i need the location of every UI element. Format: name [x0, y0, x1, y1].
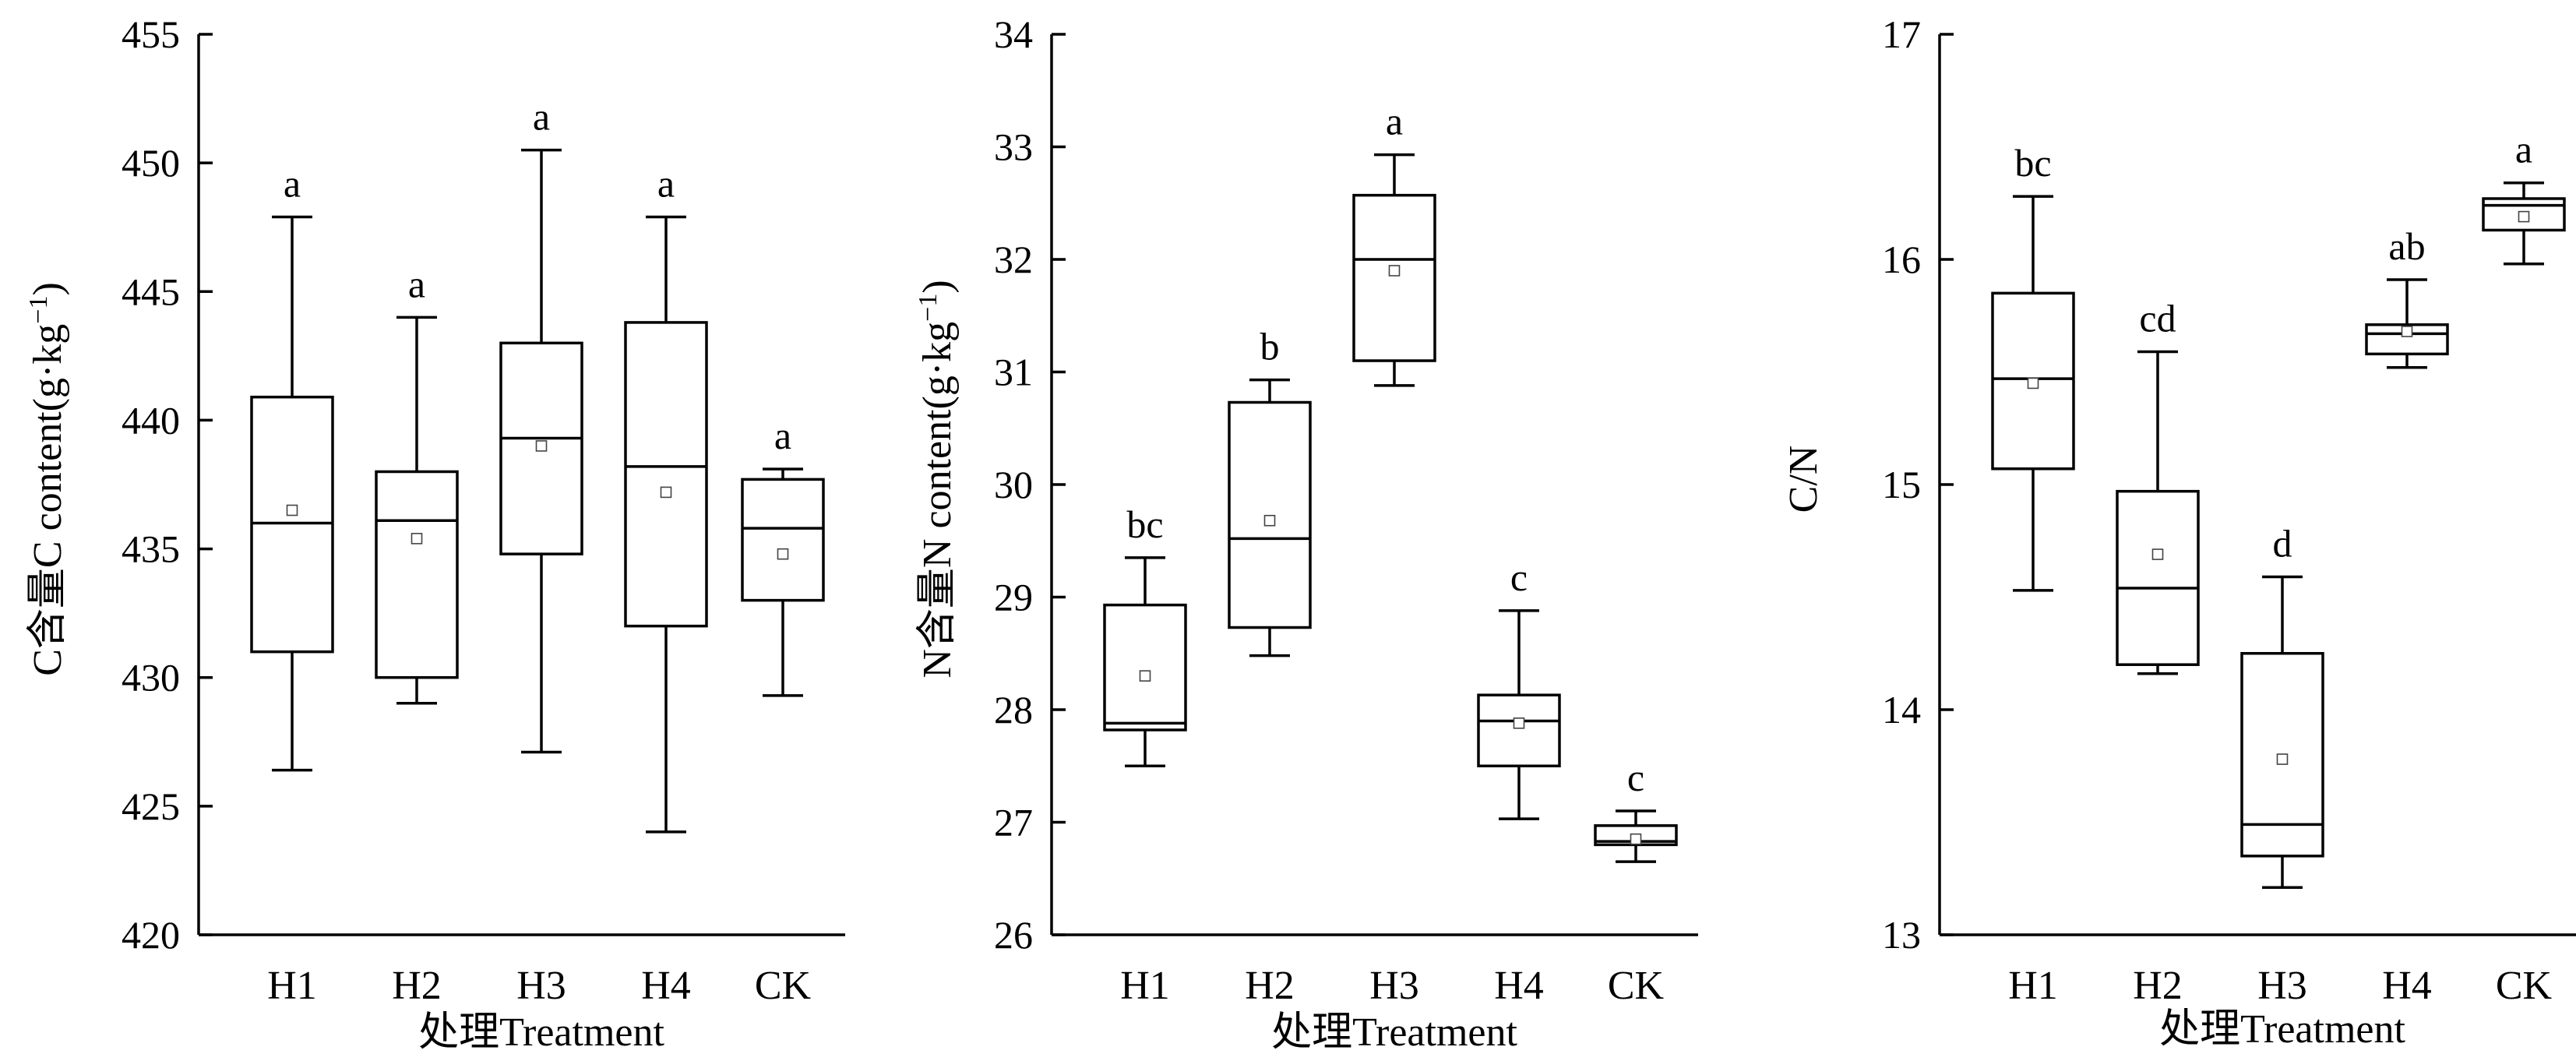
box-H4: ab — [2365, 224, 2449, 369]
y-tick-label: 33 — [994, 125, 1033, 169]
mean-marker — [411, 533, 423, 545]
panel-2: 26 27 28 29 30 31 32 33 34 bc H1 b H2 a H3 c H4 c CK 处理Trea… — [914, 12, 1698, 1055]
mean-marker — [2401, 326, 2413, 337]
box-H1: bc — [1991, 141, 2075, 592]
significance-letter: b — [1260, 325, 1280, 368]
box-H1: a — [250, 162, 334, 772]
category-label: H4 — [2382, 964, 2432, 1008]
y-tick-label: 30 — [994, 463, 1033, 506]
y-tick-label: 450 — [122, 141, 180, 185]
mean-marker — [1388, 265, 1401, 277]
y-tick-label: 29 — [994, 576, 1033, 619]
category-label: H1 — [1120, 964, 1170, 1008]
box-H1: bc — [1103, 502, 1187, 767]
category-label: H3 — [1369, 964, 1419, 1008]
box-H3: d — [2240, 521, 2324, 890]
iqr-box — [741, 478, 825, 602]
box-CK: a — [2482, 128, 2566, 266]
box-CK: c — [1594, 756, 1678, 863]
y-tick-label: 430 — [122, 656, 180, 700]
significance-letter: a — [1386, 100, 1403, 143]
significance-letter: a — [657, 162, 675, 206]
significance-letter: c — [1510, 555, 1528, 599]
panel-3: 13 14 15 16 17 bc H1 cd H2 d H3 ab H4 a CK 处理Treatment C… — [1781, 12, 2576, 1052]
y-tick-label: 32 — [994, 238, 1033, 281]
y-axis-label: C/N — [1781, 446, 1826, 513]
y-tick-label: 425 — [122, 784, 180, 828]
category-label: CK — [1608, 964, 1665, 1008]
box-H3: a — [1352, 100, 1436, 387]
mean-marker — [1263, 514, 1276, 527]
category-label: H3 — [2257, 964, 2307, 1008]
iqr-box — [1352, 193, 1436, 362]
mean-marker — [2151, 548, 2164, 560]
y-tick-label: 435 — [122, 527, 180, 571]
mean-marker — [2027, 377, 2039, 390]
y-axis-label: C含量C content(g·kg−1) — [24, 282, 70, 676]
y-tick-label: 14 — [1882, 688, 1921, 731]
mean-marker — [1139, 670, 1151, 682]
box-H2: b — [1228, 325, 1312, 657]
mean-marker — [777, 548, 789, 560]
iqr-box — [1103, 603, 1187, 731]
significance-letter: a — [533, 95, 550, 139]
y-tick-label: 16 — [1882, 238, 1921, 281]
panel-1: 420 425 430 435 440 445 450 455 a H1 a H2 a H3 a H4 a CK 处… — [24, 12, 845, 1055]
box-H2: cd — [2116, 296, 2200, 675]
significance-letter: c — [1627, 756, 1644, 799]
y-tick-label: 26 — [994, 913, 1033, 957]
category-label: H1 — [267, 964, 317, 1008]
category-label: H2 — [392, 964, 442, 1008]
y-tick-label: 31 — [994, 351, 1033, 394]
category-label: H2 — [1245, 964, 1295, 1008]
mean-marker — [2276, 753, 2289, 765]
box-H2: a — [375, 262, 459, 705]
significance-letter: bc — [2014, 141, 2051, 185]
y-tick-label: 27 — [994, 801, 1033, 844]
y-tick-label: 445 — [122, 270, 180, 313]
category-label: H4 — [641, 964, 691, 1008]
mean-marker — [286, 504, 298, 516]
y-tick-label: 28 — [994, 688, 1033, 731]
y-tick-label: 17 — [1882, 12, 1921, 56]
significance-letter: ab — [2388, 224, 2425, 268]
y-tick-label: 420 — [122, 913, 180, 957]
category-label: H2 — [2133, 964, 2183, 1008]
y-tick-label: 440 — [122, 398, 180, 442]
x-axis-label: 处理Treatment — [1271, 1010, 1517, 1055]
y-tick-label: 15 — [1882, 463, 1921, 506]
y-tick-label: 34 — [994, 12, 1033, 56]
iqr-box — [1477, 693, 1561, 768]
y-tick-label: 455 — [122, 12, 180, 56]
box-H4: a — [624, 162, 708, 834]
category-label: CK — [2496, 964, 2553, 1008]
category-label: H1 — [2008, 964, 2058, 1008]
iqr-box — [375, 470, 459, 679]
x-axis-label: 处理Treatment — [2159, 1007, 2405, 1052]
significance-letter: a — [2515, 128, 2532, 171]
iqr-box — [2116, 489, 2200, 666]
mean-marker — [1630, 833, 1642, 845]
iqr-box — [624, 321, 708, 628]
significance-letter: a — [284, 162, 301, 206]
box-CK: a — [741, 414, 825, 697]
y-tick-label: 13 — [1882, 913, 1921, 957]
y-axis-label: N含量N content(g·kg−1) — [914, 280, 960, 678]
significance-letter: a — [408, 262, 425, 305]
mean-marker — [2518, 210, 2530, 223]
significance-letter: cd — [2139, 296, 2176, 340]
box-H3: a — [499, 95, 583, 754]
significance-letter: d — [2273, 521, 2292, 565]
category-label: H3 — [516, 964, 566, 1008]
significance-letter: a — [774, 414, 791, 457]
mean-marker — [660, 486, 672, 499]
category-label: H4 — [1494, 964, 1544, 1008]
x-axis-label: 处理Treatment — [418, 1010, 664, 1055]
category-label: CK — [755, 964, 812, 1008]
significance-letter: bc — [1126, 502, 1163, 546]
mean-marker — [535, 440, 548, 452]
box-H4: c — [1477, 555, 1561, 820]
mean-marker — [1513, 717, 1525, 729]
